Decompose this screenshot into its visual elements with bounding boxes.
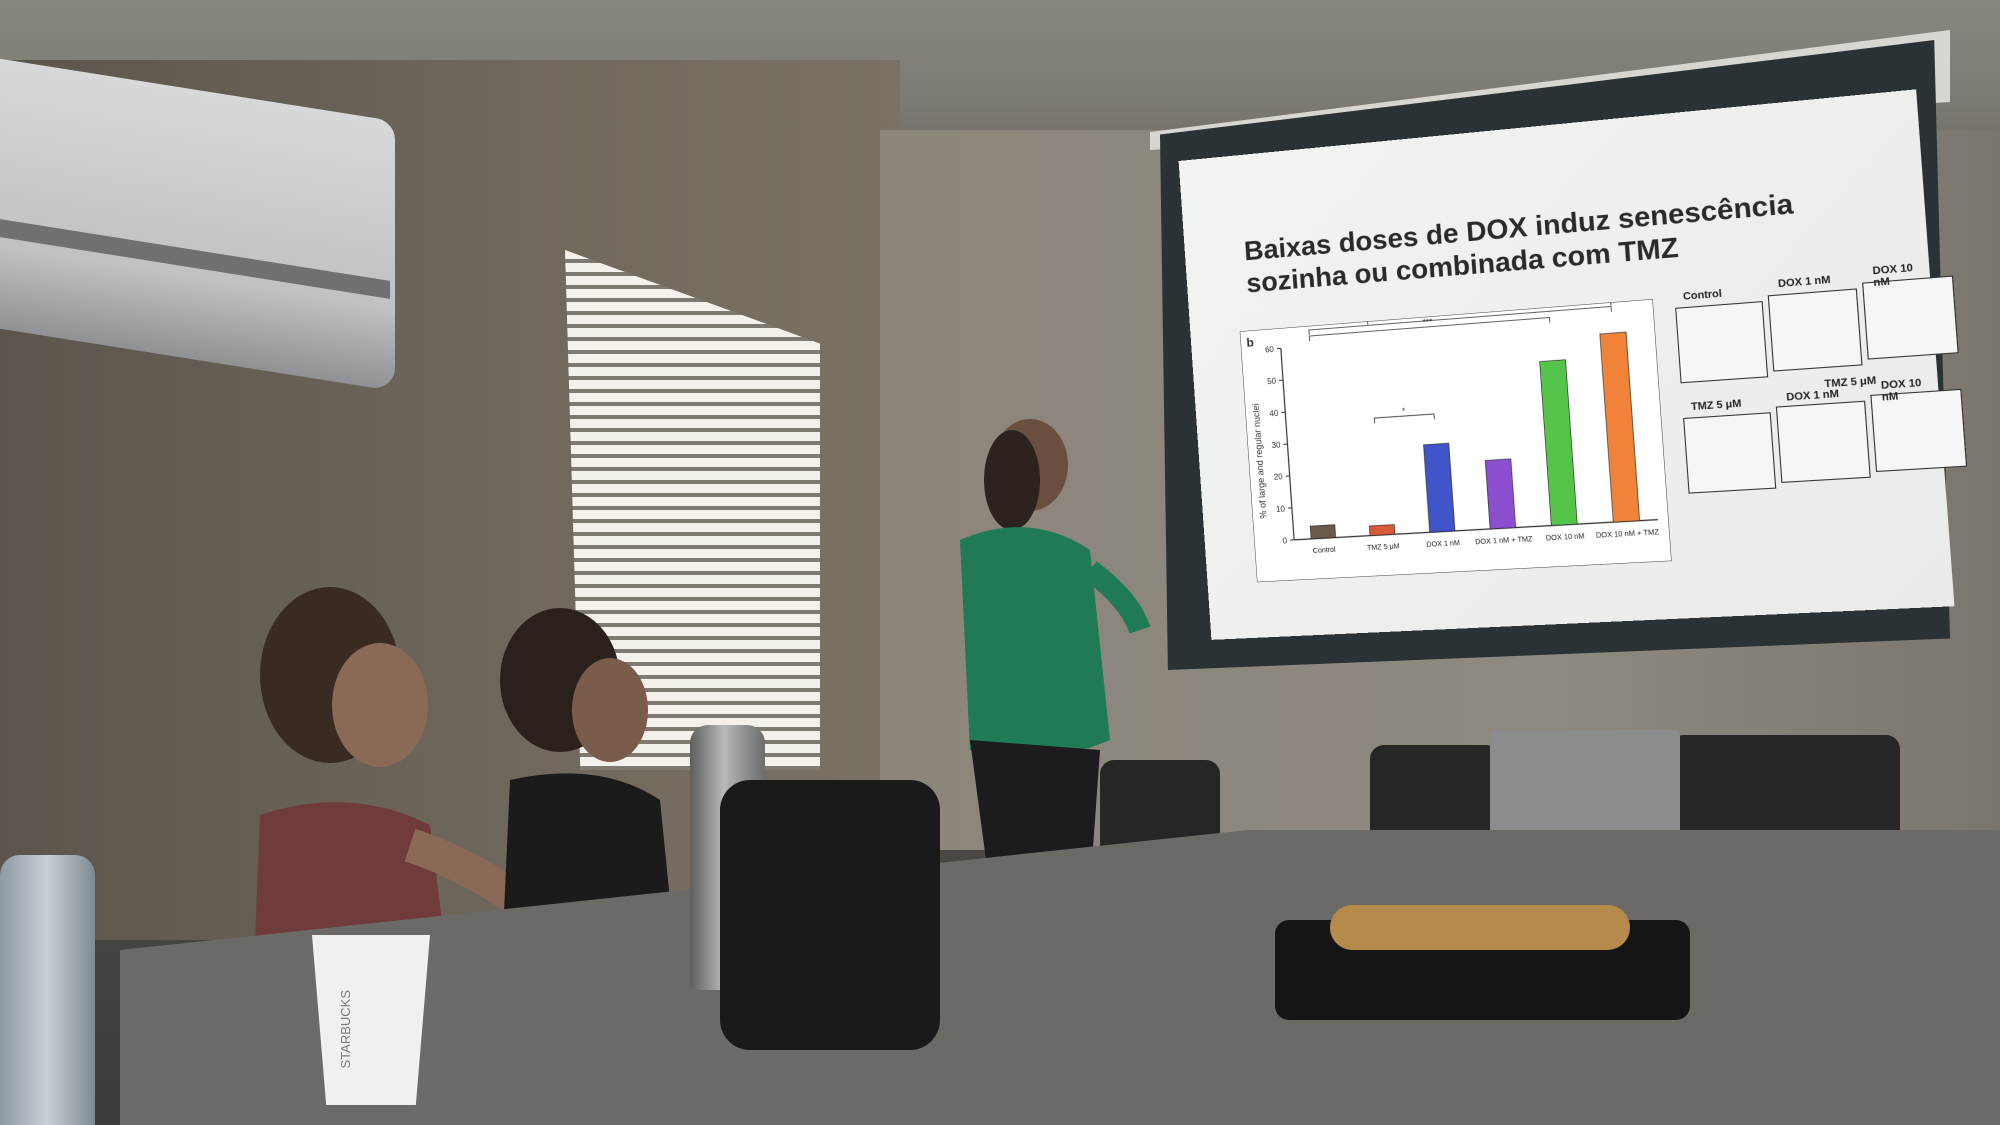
handbag bbox=[720, 780, 940, 1050]
y-tick-label: 20 bbox=[1274, 472, 1284, 482]
y-tick-label: 10 bbox=[1276, 504, 1286, 514]
significance-label: *** bbox=[1422, 317, 1432, 327]
y-tick-label: 60 bbox=[1265, 345, 1275, 355]
significance-label: * bbox=[1402, 407, 1406, 416]
bar bbox=[1485, 459, 1515, 529]
laptop bbox=[1490, 730, 1680, 840]
micrograph-label: DOX 10 nM bbox=[1872, 261, 1930, 289]
significance-label: *** bbox=[1452, 309, 1462, 319]
significance-label: *** bbox=[1482, 300, 1492, 310]
chair bbox=[1670, 735, 1900, 845]
bar bbox=[1310, 525, 1336, 539]
bar-chart: b % of large and regular nuclei 01020304… bbox=[1240, 299, 1672, 582]
micrograph-tmz bbox=[1683, 412, 1776, 493]
x-tick-label: Control bbox=[1313, 547, 1337, 555]
y-tick-label: 50 bbox=[1267, 377, 1277, 387]
micrograph-label: DOX 10 nM bbox=[1881, 376, 1940, 403]
micrograph-label: DOX 1 nM bbox=[1778, 274, 1831, 290]
bar bbox=[1369, 525, 1395, 536]
micrograph-dox-1 bbox=[1768, 288, 1863, 371]
water-bottle bbox=[0, 855, 95, 1125]
paper-cup bbox=[312, 935, 430, 1105]
projected-slide: Baixas doses de DOX induz senescência so… bbox=[1179, 89, 1955, 640]
cup-brand-text: STARBUCKS bbox=[338, 990, 353, 1069]
micrograph-control bbox=[1675, 301, 1768, 383]
micrograph-label: TMZ 5 μM bbox=[1691, 398, 1742, 413]
micrograph-label: DOX 1 nM bbox=[1786, 388, 1839, 403]
micrograph-label: Control bbox=[1683, 288, 1723, 303]
pastries bbox=[1330, 905, 1630, 950]
y-tick-label: 30 bbox=[1271, 440, 1281, 450]
micrograph-tmz-dox-1 bbox=[1776, 401, 1871, 483]
panel-letter: b bbox=[1246, 335, 1254, 350]
y-tick-label: 40 bbox=[1269, 408, 1279, 418]
